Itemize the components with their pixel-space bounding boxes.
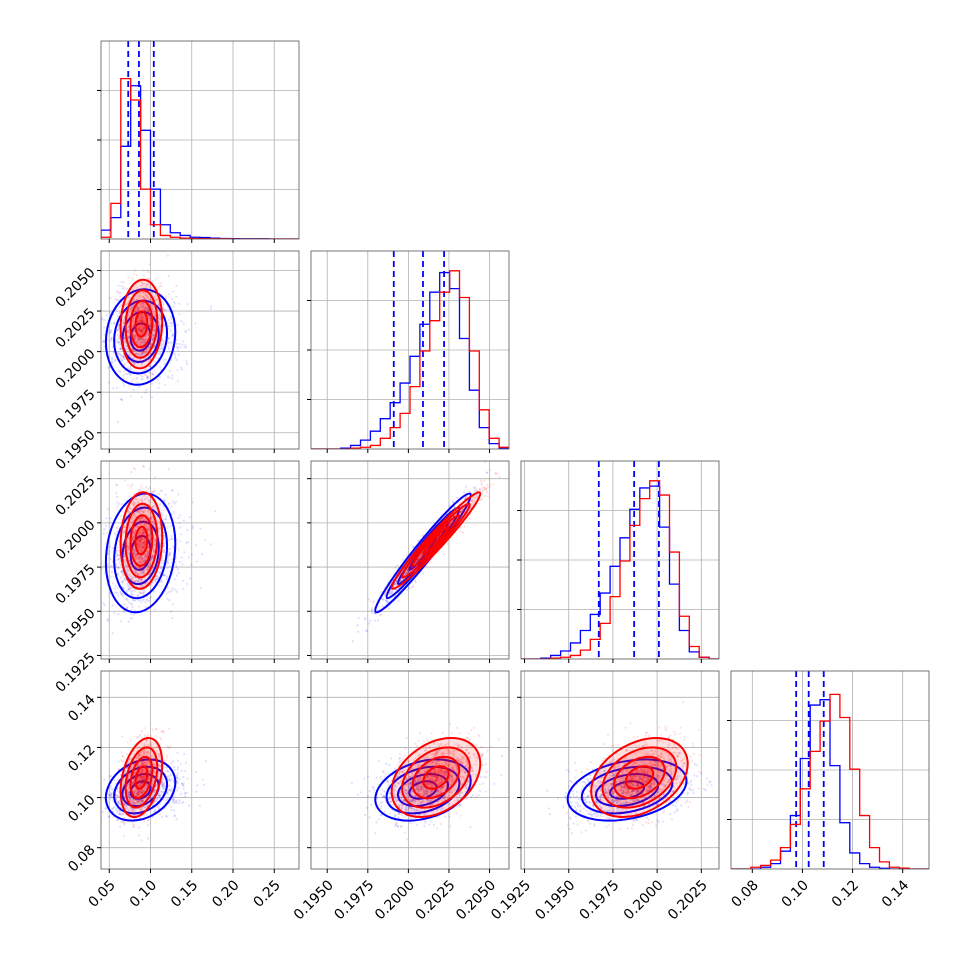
contour-1-0 [422,525,450,556]
contour-1-1 [129,514,154,567]
contour-1-2 [124,746,159,809]
contour-1-3 [119,737,164,818]
contour-1-0 [422,765,450,790]
histogram-panel-0 [97,40,300,243]
histogram-series-1 [101,77,299,239]
grid-lines [521,461,719,659]
contour-1-1 [411,755,461,800]
panel-frame [100,460,300,660]
y-tick-label: 0.2025 [53,473,99,519]
contour-0-1 [121,773,160,808]
histogram-panel-3: 0.08 0.10 0.12 0.14 [727,670,930,911]
x-tick-label: 0.1950 [291,877,337,923]
y-tick-label: 0.1975 [53,387,99,433]
histogram-panel-1 [307,250,510,453]
x-tick-label: 0.20 [209,877,242,910]
y-tick-label: 0.2025 [53,305,99,351]
x-tick-label: 0.1975 [331,877,377,923]
contour-1-0 [134,525,149,556]
contour-0-3 [566,758,688,822]
histogram-series-0 [521,485,719,659]
grid-lines [101,41,299,239]
x-tick-label: 0.2025 [665,877,711,923]
contour-1-1 [411,514,461,567]
contour-1-3 [390,491,482,590]
scatter-panel-2-1 [307,460,510,663]
y-tick-label: 0.2000 [53,346,99,392]
y-tick-label: 0.12 [65,742,98,775]
y-tick-label: 0.1950 [53,606,99,652]
contour-0-1 [396,773,449,808]
histogram-series-1 [731,693,929,869]
contour-0-2 [385,765,461,815]
y-tick-label: 0.08 [65,842,98,875]
x-tick-label: 0.2000 [621,877,667,923]
contour-1-0 [134,765,149,790]
y-tick-label: 0.14 [65,692,98,725]
histogram-panel-2 [517,460,720,663]
x-tick-label: 0.25 [251,877,284,910]
contour-1-2 [124,502,159,579]
histogram-series-1 [521,480,719,659]
contour-1-3 [119,491,164,590]
contour-0-2 [113,765,169,815]
panel-frame [520,670,720,870]
y-tick-label: 0.1975 [53,561,99,607]
y-tick-label: 0.10 [65,792,98,825]
x-tick-label: 0.1925 [488,877,534,923]
panel-frame [100,250,300,450]
x-tick-label: 0.2000 [372,877,418,923]
scatter-panel-3-0: 0.05 0.10 0.15 0.20 0.250.080.100.120.14 [65,670,300,911]
histogram-series-1 [311,270,509,449]
contour-1-0 [134,310,149,338]
x-tick-label: 0.2025 [413,877,459,923]
y-tick-label: 0.2050 [53,265,99,311]
x-tick-label: 0.1975 [577,877,623,923]
x-tick-label: 0.10 [779,877,812,910]
grid-lines [101,461,299,659]
contour-1-2 [401,502,471,579]
x-tick-label: 0.1950 [532,877,578,923]
x-tick-label: 0.10 [127,877,160,910]
y-tick-label: 0.2000 [53,517,99,563]
panel-frame [310,670,510,870]
y-tick-label: 0.1950 [53,427,99,473]
grid-lines [521,671,719,869]
panel-frame [310,460,510,660]
contour-0-2 [113,506,168,600]
histogram-series-0 [101,85,299,239]
y-tick-label: 0.1925 [53,650,99,696]
x-tick-label: 0.12 [829,877,862,910]
x-tick-label: 0.15 [168,877,201,910]
scatter-points-1 [374,722,503,841]
contour-0-3 [104,288,177,386]
contour-0-1 [121,520,160,586]
contour-1-0 [624,765,655,790]
contour-1-1 [129,755,154,800]
contour-1-1 [613,755,666,800]
x-tick-label: 0.14 [879,877,912,910]
histogram-series-0 [731,699,929,869]
contour-1-2 [124,289,159,359]
panel-frame [100,670,300,870]
contour-1-3 [390,737,482,818]
x-tick-label: 0.05 [86,877,119,910]
contour-1-3 [119,278,164,370]
contour-1-1 [129,299,154,349]
contour-0-3 [104,758,177,822]
contour-1-3 [590,737,689,818]
contour-1-2 [601,746,678,809]
x-tick-label: 0.08 [729,877,762,910]
contour-0-1 [594,773,660,808]
grid-lines [311,461,509,659]
contour-0-2 [113,299,168,375]
contour-1-2 [401,746,471,809]
